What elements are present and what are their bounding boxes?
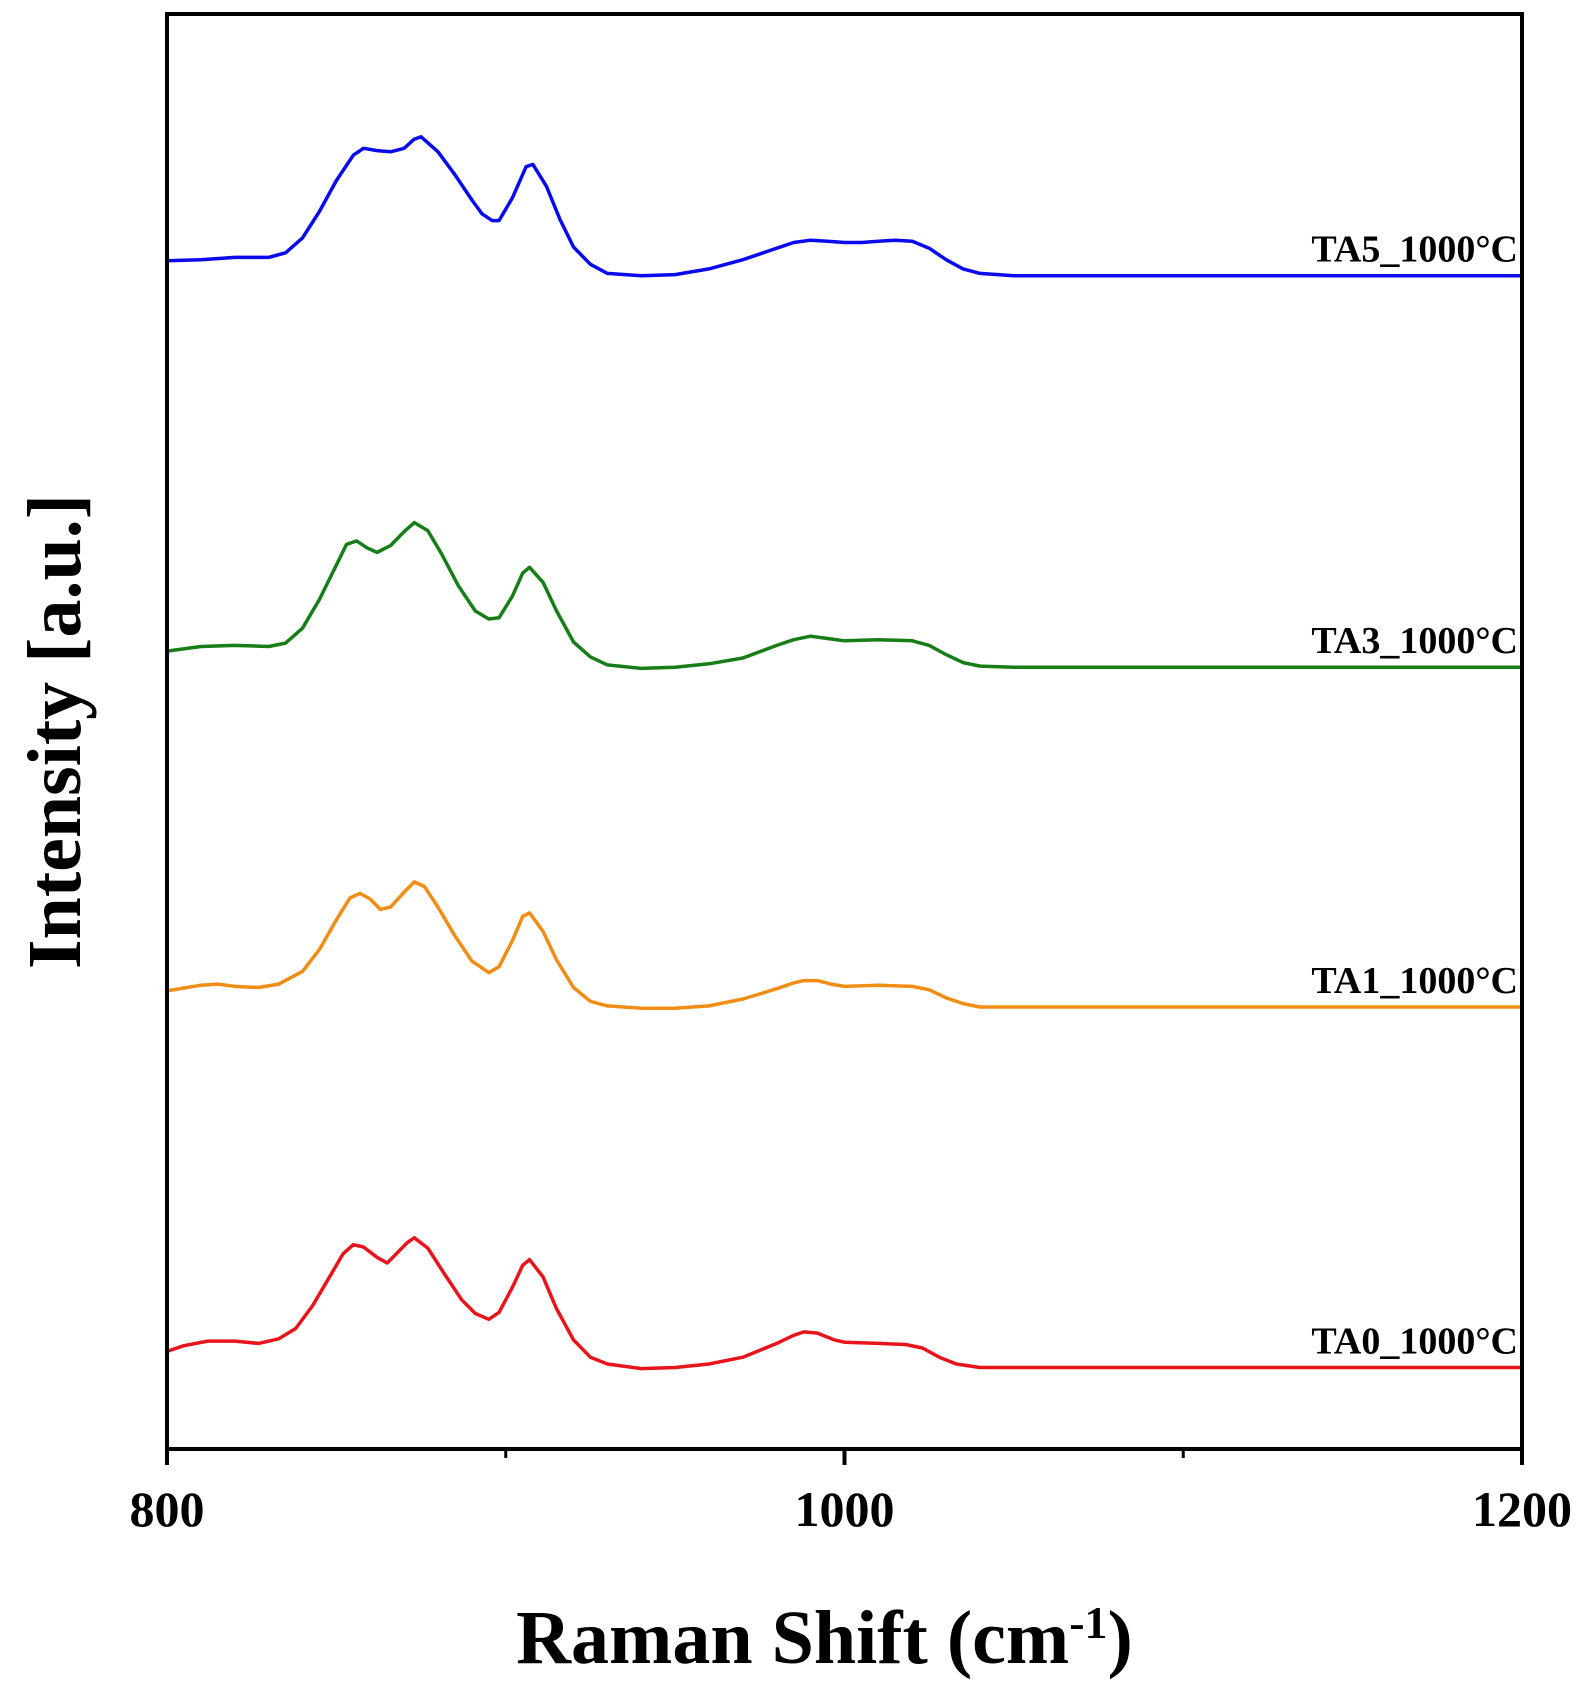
series-lines bbox=[166, 135, 1522, 1371]
x-tick-label-0: 800 bbox=[130, 1481, 205, 1537]
series-label-3: TA0_1000°C bbox=[1311, 1320, 1518, 1362]
series-line-0 bbox=[166, 135, 1522, 278]
x-ticks: 800 1000 1200 bbox=[130, 1449, 1572, 1537]
x-axis-title-superscript: -1 bbox=[1069, 1597, 1107, 1648]
x-axis-title-main: Raman Shift (cm bbox=[516, 1596, 1069, 1680]
x-axis-title: Raman Shift (cm-1) bbox=[516, 1596, 1133, 1680]
series-label-0: TA5_1000°C bbox=[1311, 229, 1518, 271]
x-axis-title-close: ) bbox=[1108, 1596, 1133, 1680]
x-tick-label-2: 1200 bbox=[1472, 1481, 1572, 1537]
series-label-1: TA3_1000°C bbox=[1311, 620, 1518, 662]
series-line-1 bbox=[166, 520, 1522, 671]
series-line-2 bbox=[166, 880, 1522, 1010]
series-line-3 bbox=[166, 1236, 1522, 1371]
series-labels: TA5_1000°C TA3_1000°C TA1_1000°C TA0_1000°C bbox=[1311, 229, 1518, 1363]
y-axis-title: Intensity [a.u.] bbox=[13, 494, 97, 969]
series-label-2: TA1_1000°C bbox=[1311, 960, 1518, 1002]
x-tick-label-1: 1000 bbox=[795, 1481, 895, 1537]
